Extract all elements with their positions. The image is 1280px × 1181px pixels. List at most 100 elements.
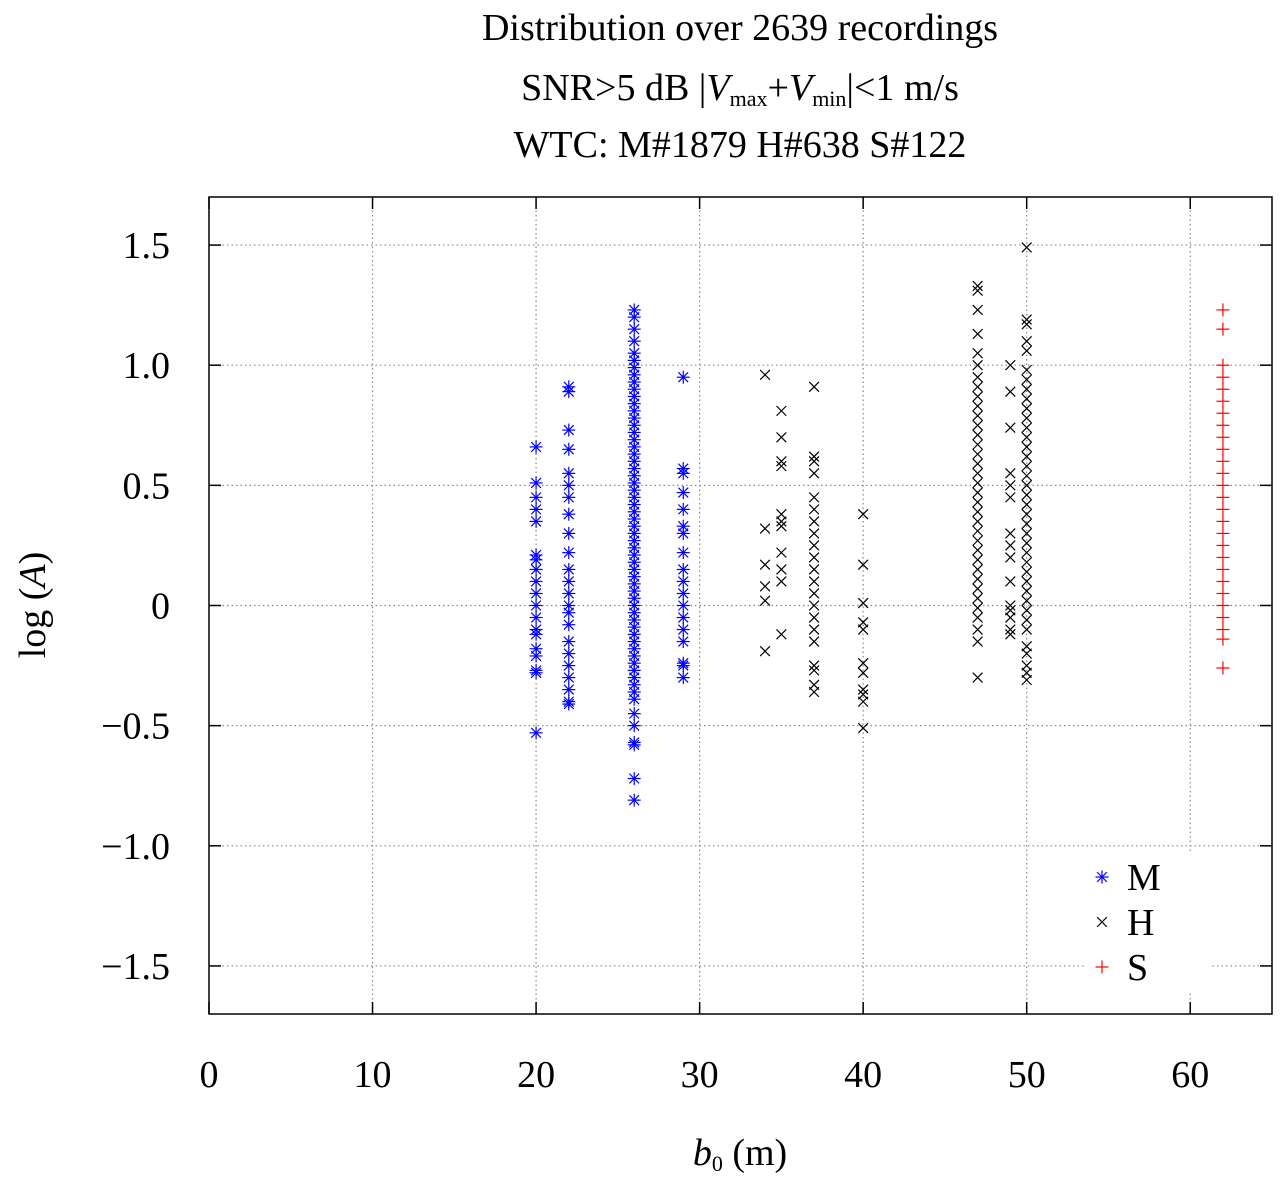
point-M (562, 490, 576, 504)
point-S (1216, 514, 1230, 528)
title-suffix: |<1 m/s (846, 67, 958, 109)
point-H (857, 508, 869, 520)
point-H (808, 504, 820, 515)
point-M (529, 726, 543, 740)
x-label-sub: 0 (712, 1151, 723, 1176)
point-M (562, 526, 576, 540)
point-M (562, 606, 576, 620)
point-H (808, 588, 820, 599)
point-H (776, 431, 787, 443)
point-H (972, 429, 983, 441)
point-M (529, 599, 543, 612)
legend-label-H: H (1127, 902, 1154, 944)
point-H (776, 564, 787, 575)
point-S (1216, 322, 1230, 336)
point-M (562, 671, 576, 685)
point-S (1216, 466, 1230, 480)
point-H (808, 451, 820, 462)
x-tick-label: 10 (354, 1054, 392, 1096)
point-H (776, 456, 787, 467)
point-H (972, 516, 983, 527)
point-H (1021, 319, 1032, 330)
point-M (676, 526, 690, 540)
point-H (776, 576, 787, 587)
point-M (529, 586, 543, 600)
x-axis-label: b0 (m) (693, 1132, 787, 1176)
point-H (1021, 518, 1032, 530)
x-tick-label: 20 (517, 1054, 555, 1096)
point-M (627, 310, 641, 324)
legend-marker-S (1095, 960, 1109, 974)
point-H (1021, 585, 1032, 597)
x-label-unit: (m) (723, 1132, 787, 1174)
point-H (776, 405, 787, 417)
title-plus: + (768, 67, 789, 109)
point-M (562, 574, 576, 588)
point-M (562, 697, 576, 711)
point-M (676, 562, 690, 576)
point-H (1021, 528, 1032, 539)
y-label-close: ) (12, 552, 54, 565)
point-S (1216, 632, 1230, 646)
point-H (759, 559, 771, 570)
point-H (776, 520, 787, 532)
title-snr: SNR>5 dB | (521, 67, 706, 109)
y-tick-label: 1.5 (123, 225, 171, 267)
y-tick-label: 0.5 (123, 465, 171, 507)
y-tick-label: 1.0 (123, 345, 171, 387)
point-S (1216, 599, 1230, 612)
point-H (972, 371, 983, 383)
point-S (1216, 550, 1230, 564)
point-S (1216, 490, 1230, 504)
point-H (1021, 595, 1032, 606)
point-H (1021, 489, 1032, 501)
point-S (1216, 406, 1230, 420)
point-M (562, 385, 576, 399)
point-H (972, 624, 983, 635)
point-M (627, 322, 641, 336)
point-S (1216, 442, 1230, 456)
point-M (562, 546, 576, 560)
point-H (972, 410, 983, 421)
point-M (627, 738, 641, 752)
point-M (676, 586, 690, 600)
point-H (972, 554, 983, 566)
x-tick-label: 0 (200, 1054, 219, 1096)
point-H (1005, 468, 1016, 479)
point-M (562, 562, 576, 576)
point-H (1021, 242, 1032, 253)
point-M (529, 514, 543, 528)
point-M (676, 671, 690, 685)
point-H (808, 636, 820, 647)
point-M (676, 599, 690, 612)
point-H (808, 665, 820, 676)
x-label-var: b (693, 1132, 712, 1174)
point-M (562, 647, 576, 661)
point-M (562, 586, 576, 600)
point-M (562, 423, 576, 437)
point-H (776, 516, 787, 527)
point-H (972, 419, 983, 431)
axis-ticks: 0 10 20 30 40 50 60 −1.5 −1.0 −0.5 0 0.5 1.0 1.5 (101, 197, 1272, 1096)
point-M (529, 502, 543, 516)
y-tick-label: −1.0 (101, 826, 170, 868)
point-H (1021, 566, 1032, 578)
title-sub-min: min (812, 86, 846, 111)
point-H (972, 468, 983, 479)
point-H (972, 636, 983, 647)
title-v-min: V (789, 67, 816, 109)
data-points (529, 242, 1230, 807)
point-H (1021, 460, 1032, 472)
point-M (676, 611, 690, 625)
point-H (1021, 537, 1032, 549)
point-H (972, 328, 983, 340)
point-H (972, 400, 983, 412)
point-M (627, 793, 641, 807)
point-M (562, 618, 576, 632)
title-line-3: WTC: M#1879 H#638 S#122 (514, 124, 967, 166)
point-S (1216, 394, 1230, 408)
point-H (1005, 540, 1016, 551)
x-tick-label: 30 (681, 1054, 719, 1096)
point-M (562, 478, 576, 492)
point-M (627, 719, 641, 733)
